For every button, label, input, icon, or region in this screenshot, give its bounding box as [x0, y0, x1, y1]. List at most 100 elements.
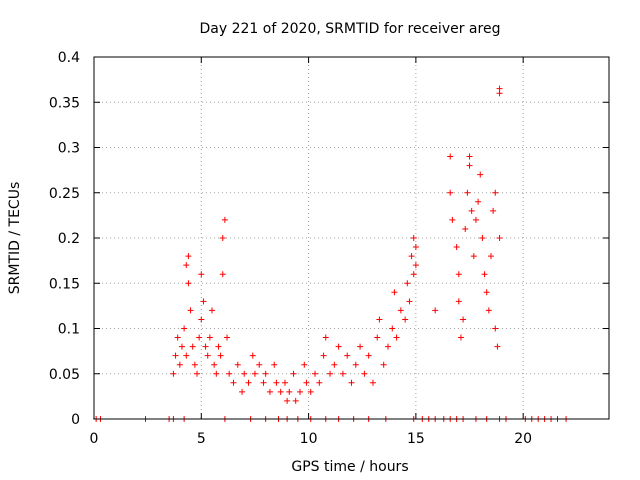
y-tick-label: 0.1	[58, 322, 80, 338]
data-point	[239, 388, 246, 395]
data-point	[266, 388, 273, 395]
data-point	[496, 85, 503, 92]
data-point	[176, 361, 183, 368]
data-point	[262, 370, 269, 377]
data-point	[245, 379, 252, 386]
data-point	[352, 361, 359, 368]
x-tick-label: 20	[514, 431, 532, 447]
data-point	[449, 216, 456, 223]
data-point	[374, 334, 381, 341]
data-point	[393, 334, 400, 341]
data-point	[487, 253, 494, 260]
data-point	[312, 370, 319, 377]
data-point	[406, 298, 413, 305]
data-point	[172, 352, 179, 359]
data-point	[183, 352, 190, 359]
data-point	[357, 343, 364, 350]
data-point	[380, 361, 387, 368]
data-point	[494, 343, 501, 350]
data-point	[286, 388, 293, 395]
data-point	[320, 352, 327, 359]
data-point	[170, 370, 177, 377]
chart-title: Day 221 of 2020, SRMTID for receiver are…	[200, 21, 501, 37]
data-point	[460, 316, 467, 323]
data-point	[339, 370, 346, 377]
data-point	[369, 379, 376, 386]
y-tick-label: 0.3	[58, 141, 80, 157]
data-point	[492, 189, 499, 196]
data-point	[475, 198, 482, 205]
data-point	[174, 334, 181, 341]
x-tick-label: 0	[90, 431, 99, 447]
data-point	[365, 352, 372, 359]
data-point	[200, 298, 207, 305]
data-point	[221, 216, 228, 223]
data-point	[198, 316, 205, 323]
data-point	[187, 307, 194, 314]
data-point	[204, 352, 211, 359]
data-point	[432, 307, 439, 314]
data-point	[217, 352, 224, 359]
data-point	[384, 343, 391, 350]
data-point	[213, 370, 220, 377]
data-point	[219, 235, 226, 241]
data-point	[389, 325, 396, 332]
data-point	[479, 235, 486, 241]
data-point	[301, 361, 308, 368]
x-tick-label: 15	[407, 431, 425, 447]
x-tick-label: 10	[300, 431, 318, 447]
data-point	[391, 289, 398, 296]
data-point	[492, 325, 499, 332]
data-point	[202, 343, 209, 350]
data-point	[290, 370, 297, 377]
data-point	[198, 271, 205, 278]
data-point	[234, 361, 241, 368]
data-point	[307, 388, 314, 395]
data-point	[472, 216, 479, 223]
data-point	[348, 379, 355, 386]
data-point	[408, 253, 415, 260]
data-point	[402, 316, 409, 323]
data-point	[292, 397, 299, 404]
data-point	[206, 334, 213, 341]
data-point	[361, 370, 368, 377]
data-point	[194, 370, 200, 377]
data-point	[404, 280, 411, 287]
x-tick-label: 5	[197, 431, 206, 447]
data-point	[477, 171, 484, 178]
data-point	[410, 235, 417, 241]
data-point	[191, 361, 198, 368]
data-point	[410, 271, 417, 278]
data-point	[453, 244, 460, 251]
data-point	[485, 307, 492, 314]
data-point	[481, 271, 488, 278]
data-point	[196, 334, 203, 341]
data-point	[211, 361, 218, 368]
data-point	[183, 262, 190, 269]
data-point	[397, 307, 404, 314]
data-point	[327, 370, 334, 377]
data-points	[93, 85, 570, 422]
data-point	[249, 352, 256, 359]
data-point	[470, 253, 477, 260]
data-point	[468, 207, 475, 214]
data-point	[241, 370, 248, 377]
plot-frame	[93, 56, 610, 420]
data-point	[447, 189, 454, 196]
y-tick-label: 0.25	[49, 186, 80, 202]
data-point	[412, 262, 419, 269]
data-point	[271, 361, 278, 368]
y-tick-label: 0.2	[58, 231, 80, 247]
data-point	[322, 334, 329, 341]
data-point	[277, 388, 284, 395]
y-tick-label: 0.35	[49, 95, 80, 111]
data-point	[219, 271, 226, 278]
y-tick-label: 0.4	[58, 50, 80, 66]
data-point	[335, 343, 342, 350]
data-point	[447, 153, 454, 160]
data-point	[273, 379, 280, 386]
data-point	[284, 397, 291, 404]
data-point	[209, 307, 216, 314]
data-point	[457, 334, 464, 341]
data-point	[316, 379, 323, 386]
